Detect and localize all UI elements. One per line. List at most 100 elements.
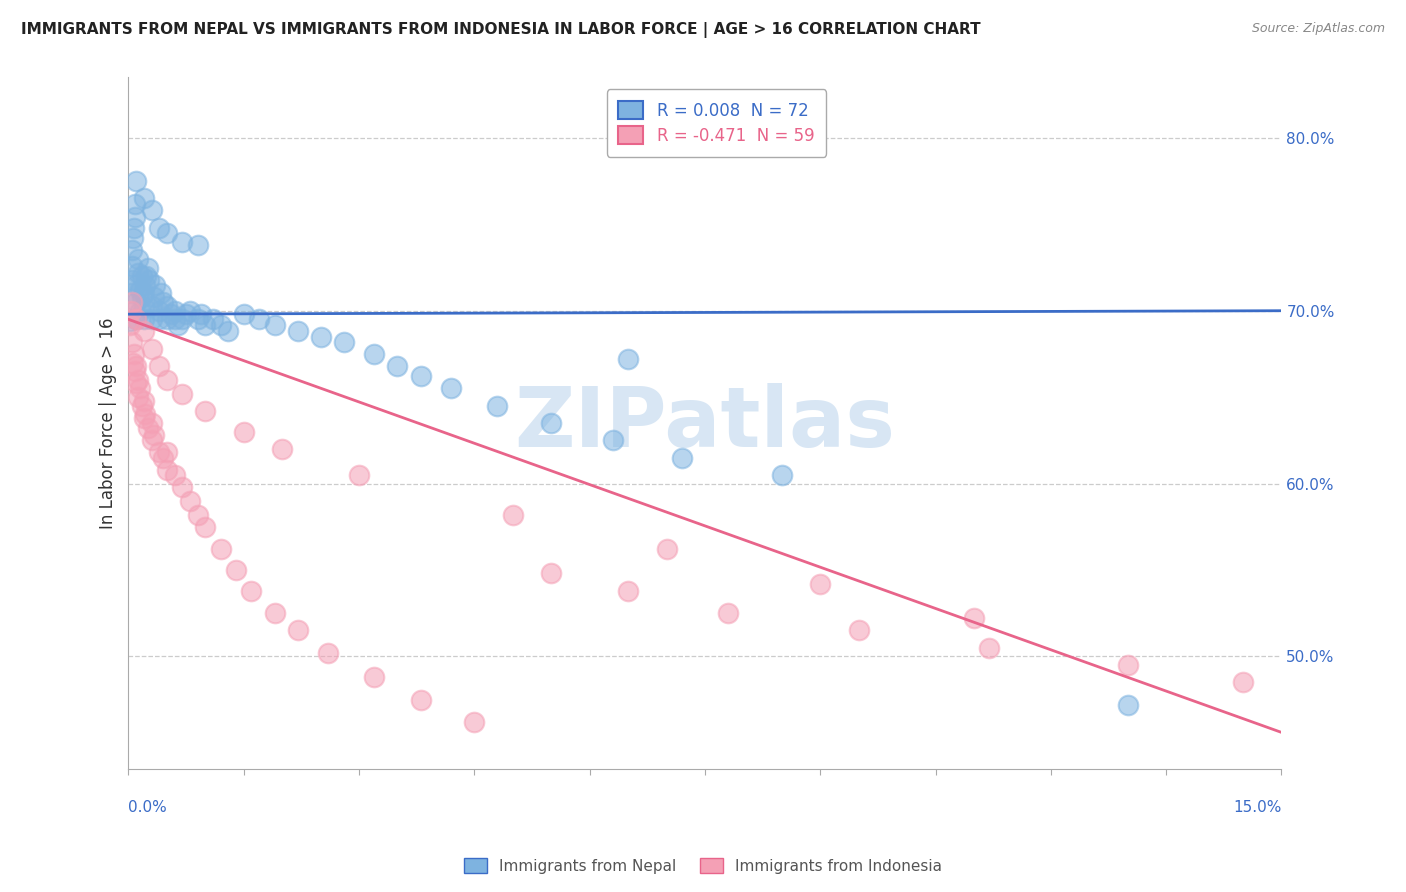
Point [136,260,159,275]
Point [1232,675,1254,690]
Point [194,520,217,534]
Point [225,563,247,577]
Point [127,373,149,387]
Point [122,347,145,361]
Point [409,692,432,706]
Point [149,286,172,301]
Text: ZIPatlas: ZIPatlas [515,383,896,464]
Point [127,266,149,280]
Point [172,386,194,401]
Text: 15.0%: 15.0% [1233,800,1281,814]
Point [156,373,179,387]
Point [125,174,148,188]
Point [132,286,155,301]
Point [125,295,148,310]
Point [363,670,385,684]
Point [263,606,285,620]
Point [1116,657,1139,672]
Point [132,393,155,408]
Point [202,312,225,326]
Legend: R = 0.008  N = 72, R = -0.471  N = 59: R = 0.008 N = 72, R = -0.471 N = 59 [607,89,827,157]
Point [332,334,354,349]
Point [125,312,148,326]
Point [148,303,170,318]
Point [156,463,179,477]
Point [131,269,153,284]
Point [440,382,463,396]
Point [129,283,152,297]
Point [129,382,152,396]
Point [287,325,309,339]
Point [187,238,209,252]
Point [174,307,197,321]
Point [655,542,678,557]
Text: Source: ZipAtlas.com: Source: ZipAtlas.com [1251,22,1385,36]
Point [163,312,186,326]
Point [363,347,385,361]
Point [271,442,294,456]
Point [770,467,793,482]
Point [122,355,145,369]
Point [124,196,146,211]
Point [148,445,170,459]
Point [232,425,254,439]
Point [671,450,693,465]
Point [132,410,155,425]
Point [145,277,167,292]
Point [142,290,165,304]
Point [159,307,181,321]
Point [141,342,163,356]
Point [163,303,186,318]
Point [152,295,174,310]
Point [131,290,153,304]
Point [190,307,212,321]
Point [963,611,986,625]
Point [132,191,155,205]
Point [232,307,254,321]
Point [172,235,194,249]
Point [194,404,217,418]
Point [121,272,143,286]
Point [167,318,190,332]
Point [122,231,145,245]
Point [1116,698,1139,712]
Y-axis label: In Labor Force | Age > 16: In Labor Force | Age > 16 [100,318,117,529]
Point [347,467,370,482]
Point [148,312,170,326]
Point [122,220,145,235]
Point [156,299,179,313]
Point [148,220,170,235]
Point [848,624,870,638]
Point [132,300,155,314]
Point [217,325,239,339]
Point [263,318,285,332]
Point [121,259,143,273]
Point [141,416,163,430]
Point [717,606,740,620]
Point [131,399,153,413]
Point [134,408,156,422]
Point [124,364,146,378]
Legend: Immigrants from Nepal, Immigrants from Indonesia: Immigrants from Nepal, Immigrants from I… [458,852,948,880]
Point [163,467,186,482]
Point [152,450,174,465]
Point [134,277,156,292]
Point [121,244,143,258]
Point [125,277,148,292]
Point [129,303,152,318]
Point [125,312,148,326]
Point [187,312,209,326]
Point [247,312,270,326]
Point [209,318,232,332]
Point [617,352,640,367]
Point [617,583,640,598]
Point [118,314,141,328]
Point [132,312,155,326]
Point [136,421,159,435]
Point [142,428,165,442]
Point [125,376,148,391]
Point [148,359,170,373]
Point [156,445,179,459]
Point [121,334,143,349]
Point [141,434,163,448]
